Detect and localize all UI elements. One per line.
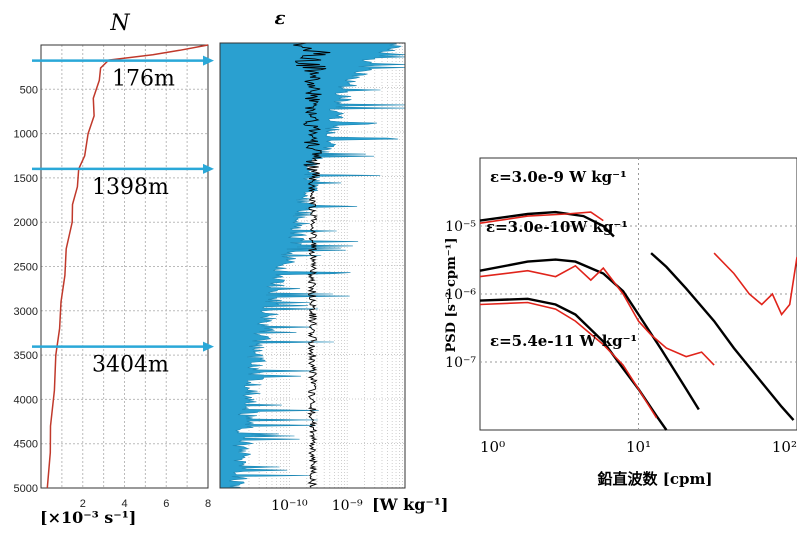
n-y-tick-label: 2500 [14,262,38,274]
psd-series-line [713,252,797,317]
n-y-tick-label: 4500 [14,439,38,451]
depth-marker-label: 1398m [92,175,169,200]
n-x-tick-label: 6 [163,498,169,510]
epsilon-x-axis-label: [W kg⁻¹] [372,495,448,514]
psd-x-ticks: 10⁰ 10¹ 10² [480,438,797,456]
epsilon-plot-frame [219,42,406,489]
depth-arrow-head [203,163,214,174]
psd-series-line [479,264,715,366]
n-y-tick-label: 5000 [14,483,38,495]
n-panel: N 50010001500200025003000350040004500500… [14,11,214,527]
psd-grid [480,158,797,430]
epsilon-trace-line [293,42,331,488]
psd-x-axis-label: 鉛直波数 [cpm] [598,470,713,488]
depth-marker-label: 3404m [92,353,169,378]
psd-series [479,210,797,431]
psd-annotation-eps2: ε=3.0e-10W kg⁻¹ [486,218,628,236]
n-x-tick-label: 8 [205,498,211,510]
n-panel-title: N [109,11,130,36]
psd-y-tick-label: 10⁻⁵ [445,219,476,235]
psd-y-tick-label: 10⁻⁷ [445,355,476,371]
n-y-tick-label: 1000 [14,129,38,141]
n-x-tick-label: 2 [80,498,86,510]
depth-marker-label: 176m [112,67,175,92]
psd-x-tick-label: 10¹ [626,438,651,456]
epsilon-panel-title: ε [275,8,286,29]
n-y-ticks: 500 1000 1500 2000 2500 3000 3500 4000 4500 5000 [14,84,38,495]
n-y-tick-label: 4000 [14,394,38,406]
psd-annotation-eps1: ε=3.0e-9 W kg⁻¹ [490,168,627,186]
n-grid [41,45,208,488]
n-x-axis-label: [×10⁻³ s⁻¹] [40,508,136,527]
psd-panel: 10⁻⁵ 10⁻⁶ 10⁻⁷ 10⁰ 10¹ 10² ε=3.0e-9 W kg⁻¹ ε… [444,157,797,488]
epsilon-x-tick-label: 10⁻⁹ [332,498,363,514]
psd-y-axis-label: PSD [s⁻² cpm⁻¹] [444,238,459,353]
psd-y-ticks: 10⁻⁵ 10⁻⁶ 10⁻⁷ [445,219,476,371]
psd-annotation-eps3: ε=5.4e-11 W kg⁻¹ [490,332,637,350]
epsilon-panel: ε 10⁻¹⁰ 10⁻⁹ [W kg⁻¹] [219,8,448,514]
n-x-tick-label: 4 [121,498,127,510]
epsilon-x-tick-label: 10⁻¹⁰ [271,498,308,514]
n-plot-frame [40,44,209,489]
n-y-tick-label: 1500 [14,173,38,185]
psd-series-line [650,252,795,421]
depth-markers: 176m 1398m 3404m [32,55,214,378]
psd-series-line [479,301,658,419]
depth-arrow-head [203,55,214,66]
psd-x-tick-label: 10⁰ [480,438,505,456]
epsilon-profile-area [219,42,406,489]
n-profile-line [46,44,209,489]
n-x-ticks: 2 4 6 8 [80,498,211,510]
n-y-tick-label: 3500 [14,350,38,362]
psd-x-tick-label: 10² [772,438,797,456]
psd-y-tick-label: 10⁻⁶ [445,287,476,303]
n-y-tick-label: 2000 [14,217,38,229]
epsilon-x-ticks: 10⁻¹⁰ 10⁻⁹ [271,498,363,514]
psd-series-line [479,211,604,224]
n-y-tick-label: 3000 [14,306,38,318]
n-y-tick-label: 500 [20,84,38,96]
depth-arrow-head [203,341,214,352]
